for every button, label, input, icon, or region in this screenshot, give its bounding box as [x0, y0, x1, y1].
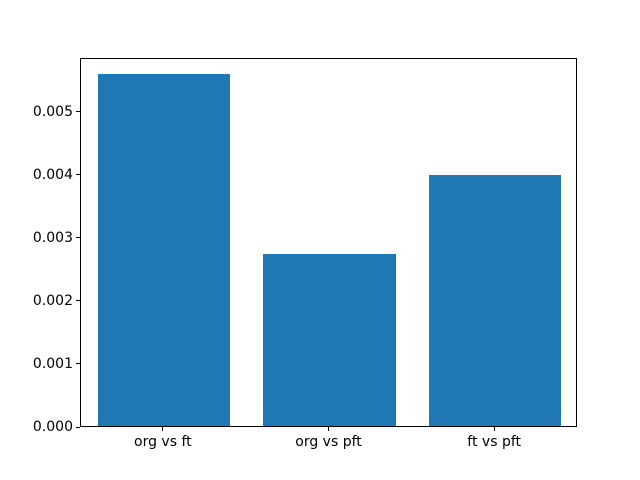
- x-tick-label: org vs ft: [134, 434, 192, 450]
- y-tick-mark: [76, 237, 80, 239]
- x-tick-mark: [328, 427, 329, 431]
- plot-area: [80, 58, 577, 427]
- y-tick-label: 0.005: [32, 103, 73, 120]
- bar-org-vs-pft: [263, 254, 396, 426]
- x-tick-mark: [162, 427, 164, 431]
- y-tick-label: 0.000: [32, 419, 73, 435]
- y-tick-mark: [76, 426, 80, 428]
- x-tick-mark: [493, 427, 495, 431]
- y-tick-label: 0.001: [32, 355, 73, 372]
- x-tick-label: ft vs pft: [467, 434, 522, 450]
- y-tick-label: 0.002: [32, 292, 73, 309]
- y-tick-label: 0.004: [32, 166, 73, 183]
- y-tick-mark: [76, 111, 80, 113]
- bar-org-vs-ft: [97, 74, 231, 426]
- bar-ft-vs-pft: [428, 174, 562, 426]
- y-tick-mark: [76, 300, 80, 302]
- y-tick-label: 0.003: [32, 229, 73, 246]
- y-tick-mark: [76, 363, 80, 365]
- y-tick-mark: [76, 174, 80, 176]
- x-tick-label: org vs pft: [295, 434, 362, 450]
